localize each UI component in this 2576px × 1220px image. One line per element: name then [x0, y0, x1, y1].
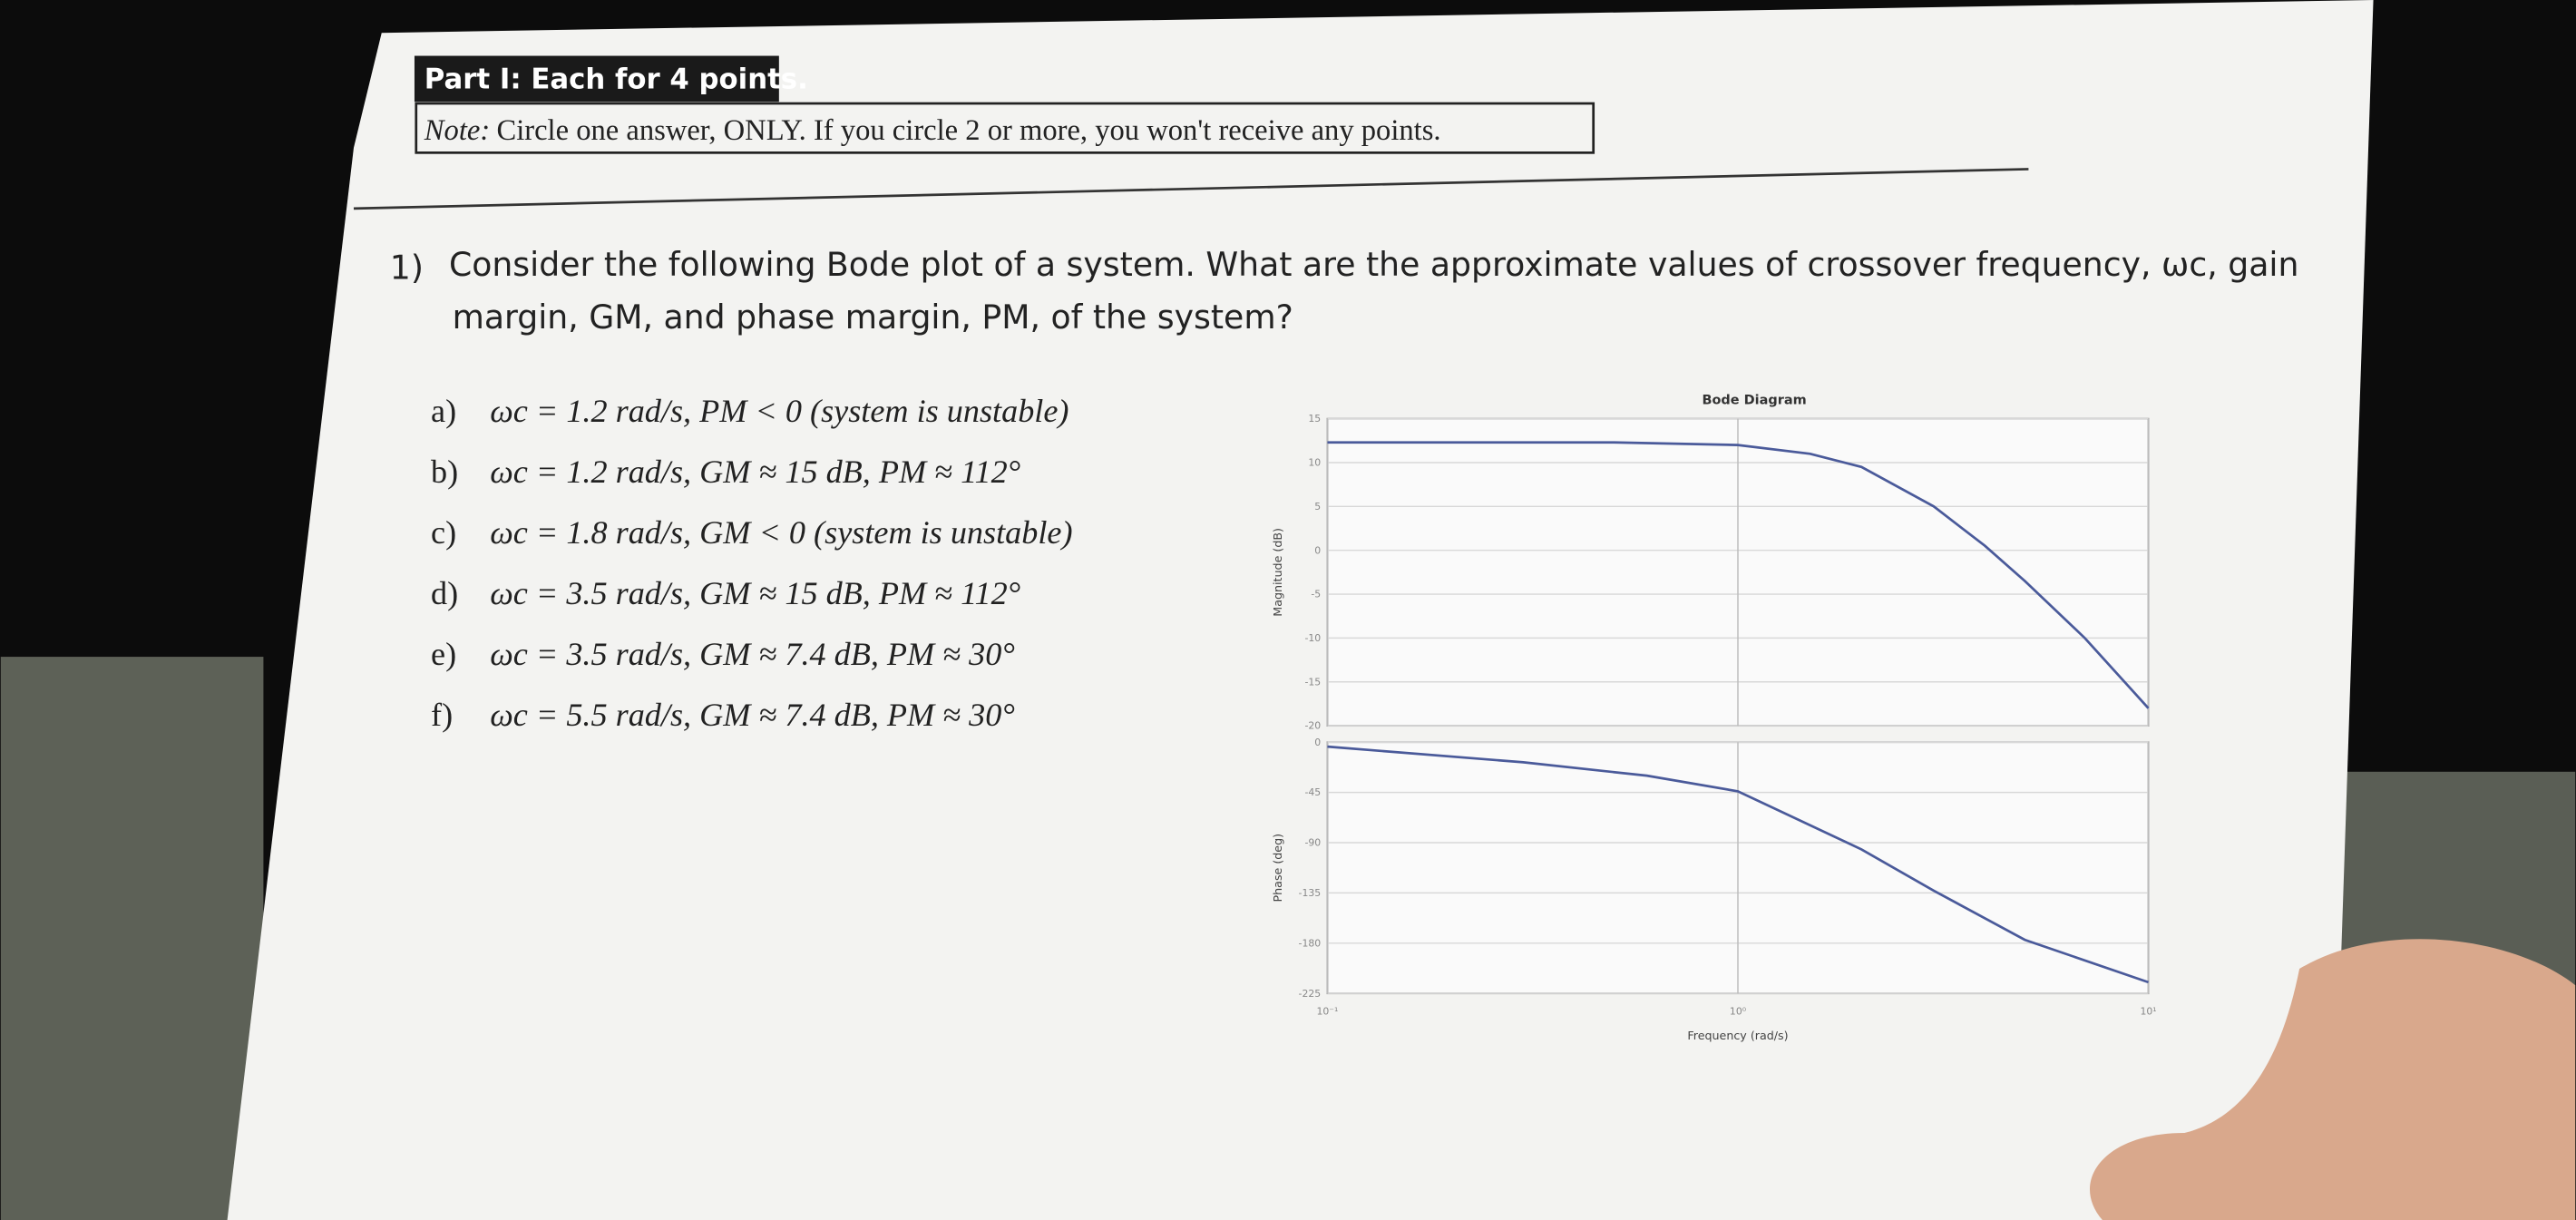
y-axis-label: Magnitude (dB): [1271, 528, 1284, 617]
y-axis-label: Phase (deg): [1271, 834, 1284, 903]
rule: [353, 168, 2029, 210]
option-label[interactable]: c): [431, 514, 456, 551]
y-tick-label: -90: [1304, 837, 1321, 849]
option-text[interactable]: ωc = 1.2 rad/s, GM ≈ 15 dB, PM ≈ 112°: [490, 454, 1020, 490]
options: a) ωc = 1.2 rad/s, PM < 0 (system is unst…: [431, 393, 1072, 733]
hand: [2089, 939, 2576, 1220]
y-tick-label: -135: [1299, 887, 1322, 899]
question-number: 1): [390, 249, 424, 288]
option-label[interactable]: f): [431, 697, 453, 733]
y-tick-label: 5: [1314, 501, 1321, 512]
option-text[interactable]: ωc = 1.8 rad/s, GM < 0 (system is unstab…: [490, 514, 1072, 551]
y-tick-label: 0: [1314, 544, 1321, 556]
option-text[interactable]: ωc = 1.2 rad/s, PM < 0 (system is unstab…: [490, 393, 1068, 429]
option-text[interactable]: ωc = 5.5 rad/s, GM ≈ 7.4 dB, PM ≈ 30°: [490, 697, 1015, 733]
y-tick-label: -180: [1299, 937, 1322, 949]
x-tick-label: 10⁰: [1730, 1006, 1746, 1018]
question-text: margin, GM, and phase margin, PM, of the…: [453, 298, 1293, 337]
magnitude-curve: [1327, 441, 2150, 709]
plot-title: Bode Diagram: [1702, 393, 1806, 407]
y-tick-label: -20: [1304, 720, 1321, 732]
y-tick-label: 10: [1308, 457, 1321, 469]
header-box: [414, 55, 779, 102]
phase-curve: [1327, 745, 2150, 984]
bode-plot: Bode Diagram -20 -15 -10 -5 0 5 10 15 Magnitude (…: [1271, 393, 2157, 1042]
option-text[interactable]: ωc = 3.5 rad/s, GM ≈ 7.4 dB, PM ≈ 30°: [490, 636, 1015, 672]
question-text: Consider the following Bode plot of a sy…: [449, 245, 2298, 284]
y-tick-label: -45: [1304, 786, 1321, 798]
x-tick-label: 10⁻¹: [1316, 1006, 1338, 1018]
y-tick-label: -15: [1304, 676, 1321, 688]
y-tick-label: -5: [1311, 589, 1321, 600]
note-box: [415, 102, 1595, 154]
x-tick-label: 10¹: [2140, 1006, 2156, 1018]
y-tick-label: 0: [1314, 737, 1321, 748]
background-stone: [0, 657, 264, 1220]
option-label[interactable]: a): [431, 393, 456, 429]
x-axis-label: Frequency (rad/s): [1687, 1029, 1788, 1042]
option-text[interactable]: ωc = 3.5 rad/s, GM ≈ 15 dB, PM ≈ 112°: [490, 575, 1020, 611]
note-text: Circle one answer, ONLY. If you circle 2…: [496, 114, 1440, 147]
note-label: Note:: [424, 114, 490, 147]
option-label[interactable]: d): [431, 575, 458, 611]
y-tick-label: 15: [1308, 413, 1321, 425]
option-label[interactable]: e): [431, 636, 456, 672]
y-tick-label: -10: [1304, 632, 1321, 644]
option-label[interactable]: b): [431, 454, 458, 490]
header-title: Part I: Each for 4 points.: [424, 63, 808, 96]
y-tick-label: -225: [1299, 988, 1322, 1000]
